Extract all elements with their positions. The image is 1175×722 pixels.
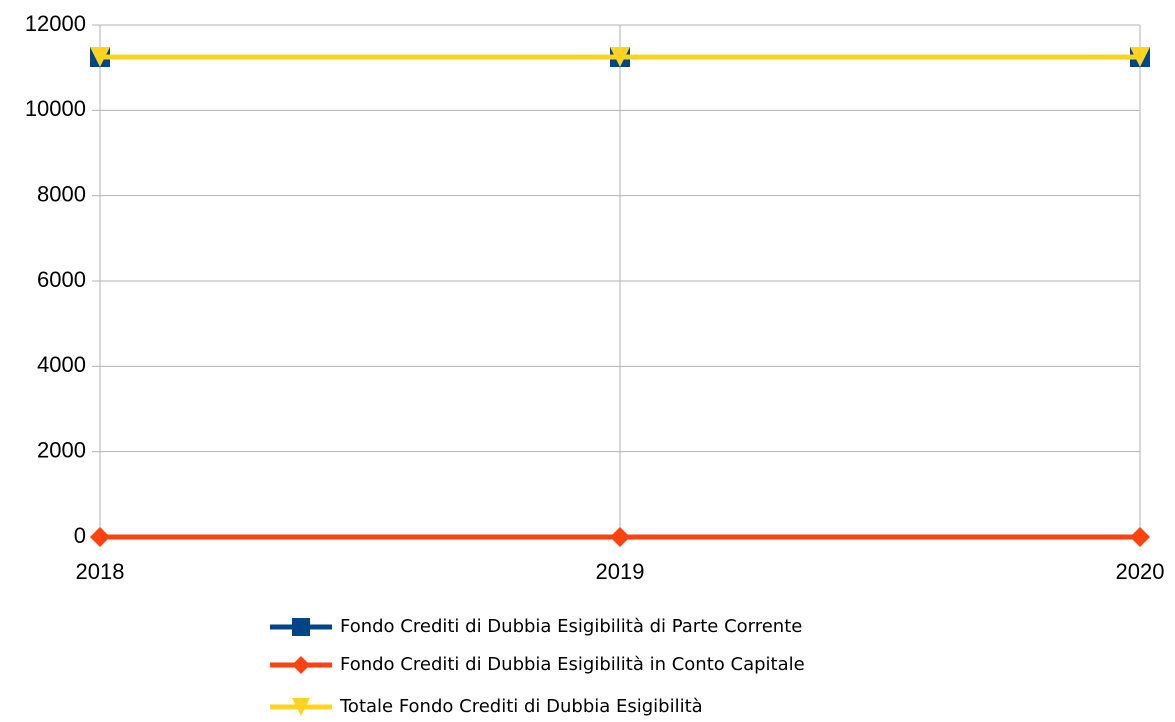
y-tick-label: 10000 (25, 96, 86, 121)
x-tick-label: 2020 (1116, 559, 1165, 584)
marker (292, 698, 310, 716)
marker (1130, 47, 1150, 67)
marker (610, 47, 630, 67)
marker (90, 47, 110, 67)
y-tick-label: 6000 (37, 267, 86, 292)
y-tick-label: 8000 (37, 181, 86, 206)
x-tick-label: 2018 (76, 559, 125, 584)
marker (292, 618, 310, 636)
y-tick-label: 0 (74, 523, 86, 548)
marker (90, 527, 110, 547)
x-tick-label: 2019 (596, 559, 645, 584)
marker (292, 656, 310, 674)
y-tick-label: 12000 (25, 11, 86, 36)
y-tick-label: 2000 (37, 437, 86, 462)
marker (1130, 527, 1150, 547)
legend-label: Fondo Crediti di Dubbia Esigibilità di P… (340, 616, 802, 637)
marker (610, 527, 630, 547)
legend-label: Fondo Crediti di Dubbia Esigibilità in C… (340, 654, 805, 675)
y-tick-label: 4000 (37, 352, 86, 377)
legend-label: Totale Fondo Crediti di Dubbia Esigibili… (339, 696, 703, 717)
